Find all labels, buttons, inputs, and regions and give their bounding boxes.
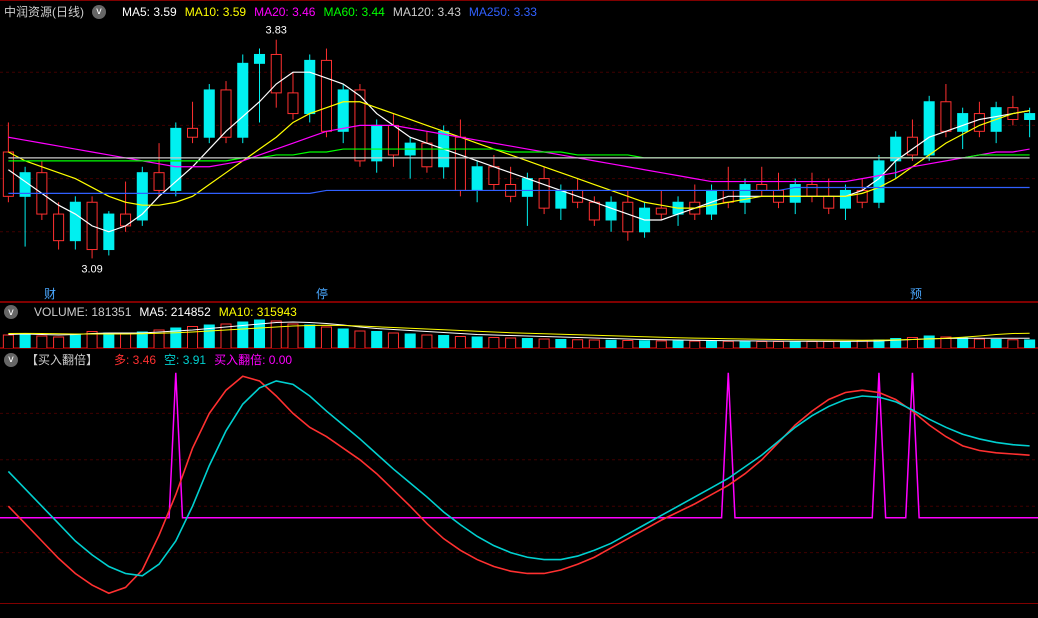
indicator-legend-item: 空: 3.91 (164, 353, 206, 367)
ma-legend-item: MA10: 3.59 (185, 5, 246, 19)
indicator-legend-item: 多: 3.46 (114, 353, 156, 367)
info-badge[interactable]: 停 (316, 285, 328, 302)
ma-legend: MA5: 3.59 MA10: 3.59 MA20: 3.46 MA60: 3.44 M… (114, 5, 537, 19)
ma-legend-item: MA20: 3.46 (254, 5, 315, 19)
volume-legend-item: MA10: 315943 (219, 305, 297, 319)
stock-title: 中润资源(日线) (4, 3, 84, 20)
svg-text:3.83: 3.83 (266, 25, 287, 37)
chevron-down-icon[interactable]: ⅴ (4, 353, 18, 367)
stock-chart-app: 中润资源(日线) ⅴ MA5: 3.59 MA10: 3.59 MA20: 3.46… (0, 0, 1038, 618)
ma-legend-item: MA60: 3.44 (323, 5, 384, 19)
indicator-title: 【买入翻倍】 (26, 351, 98, 368)
footer-badges: 财停预 (0, 285, 1038, 299)
indicator-legend-row: ⅴ 【买入翻倍】 多: 3.46 空: 3.91 买入翻倍: 0.00 (4, 351, 292, 368)
volume-legend: VOLUME: 181351 MA5: 214852 MA10: 315943 (26, 305, 297, 319)
indicator-chart[interactable] (0, 349, 1038, 605)
indicator-legend-item: 买入翻倍: 0.00 (214, 353, 292, 367)
price-panel[interactable]: 中润资源(日线) ⅴ MA5: 3.59 MA10: 3.59 MA20: 3.46… (0, 0, 1038, 302)
info-badge[interactable]: 预 (910, 285, 922, 302)
time-axis-strip (0, 603, 1038, 618)
indicator-panel[interactable]: ⅴ 【买入翻倍】 多: 3.46 空: 3.91 买入翻倍: 0.00 (0, 348, 1038, 604)
ma-legend-item: MA5: 3.59 (122, 5, 177, 19)
svg-text:3.09: 3.09 (81, 263, 102, 275)
ma-legend-item: MA250: 3.33 (469, 5, 537, 19)
chevron-down-icon[interactable]: ⅴ (4, 305, 18, 319)
info-badge[interactable]: 财 (44, 285, 56, 302)
price-legend-row: 中润资源(日线) ⅴ MA5: 3.59 MA10: 3.59 MA20: 3.46… (4, 3, 537, 20)
price-chart[interactable]: 3.83 3.09 (0, 1, 1038, 303)
volume-panel[interactable]: ⅴ VOLUME: 181351 MA5: 214852 MA10: 315943 (0, 302, 1038, 348)
ma-legend-item: MA120: 3.43 (393, 5, 461, 19)
volume-legend-item: MA5: 214852 (139, 305, 210, 319)
chevron-down-icon[interactable]: ⅴ (92, 5, 106, 19)
volume-legend-row: ⅴ VOLUME: 181351 MA5: 214852 MA10: 315943 (4, 305, 297, 319)
volume-legend-item: VOLUME: 181351 (34, 305, 131, 319)
indicator-legend: 多: 3.46 空: 3.91 买入翻倍: 0.00 (106, 351, 292, 368)
